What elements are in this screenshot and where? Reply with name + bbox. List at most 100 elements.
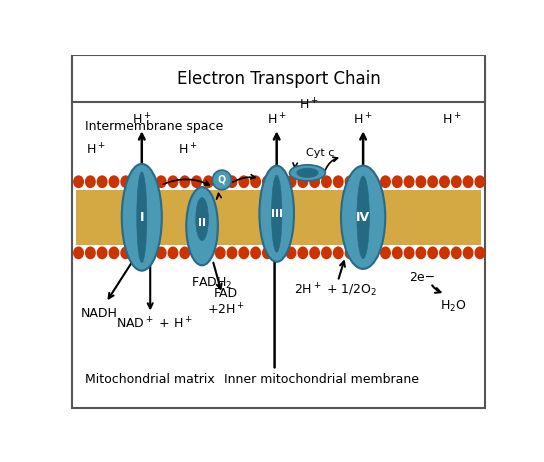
Text: III: III — [271, 209, 283, 219]
Ellipse shape — [180, 175, 190, 188]
Ellipse shape — [356, 246, 367, 259]
Text: NADH: NADH — [81, 307, 118, 320]
Text: II: II — [198, 218, 206, 228]
Ellipse shape — [439, 246, 450, 259]
Ellipse shape — [120, 246, 131, 259]
Ellipse shape — [427, 246, 438, 259]
Text: H$^+$: H$^+$ — [178, 142, 198, 158]
Text: H$^+$: H$^+$ — [442, 112, 461, 127]
Ellipse shape — [156, 175, 166, 188]
Ellipse shape — [404, 175, 415, 188]
Text: IV: IV — [356, 211, 370, 224]
Ellipse shape — [168, 175, 178, 188]
Ellipse shape — [215, 175, 226, 188]
Ellipse shape — [250, 175, 261, 188]
Ellipse shape — [462, 175, 474, 188]
Ellipse shape — [392, 175, 403, 188]
Ellipse shape — [416, 246, 426, 259]
Text: Mitochondrial matrix: Mitochondrial matrix — [85, 373, 215, 386]
Ellipse shape — [333, 246, 344, 259]
Ellipse shape — [122, 164, 162, 271]
Ellipse shape — [321, 246, 332, 259]
Text: Cyt c: Cyt c — [306, 148, 335, 158]
Ellipse shape — [462, 246, 474, 259]
Ellipse shape — [344, 175, 356, 188]
Ellipse shape — [262, 175, 273, 188]
Ellipse shape — [416, 175, 426, 188]
Ellipse shape — [309, 175, 320, 188]
Ellipse shape — [226, 246, 238, 259]
Text: Inner mitochondrial membrane: Inner mitochondrial membrane — [224, 373, 419, 386]
Ellipse shape — [474, 246, 485, 259]
Text: Electron Transport Chain: Electron Transport Chain — [177, 70, 381, 88]
Ellipse shape — [274, 246, 285, 259]
Ellipse shape — [156, 246, 166, 259]
Ellipse shape — [439, 175, 450, 188]
Ellipse shape — [451, 246, 462, 259]
Ellipse shape — [144, 246, 155, 259]
Text: 2H$^+$ + 1/2O$_2$: 2H$^+$ + 1/2O$_2$ — [294, 281, 378, 299]
FancyBboxPatch shape — [72, 55, 485, 102]
Ellipse shape — [180, 246, 190, 259]
Ellipse shape — [368, 246, 379, 259]
Ellipse shape — [298, 175, 308, 188]
Ellipse shape — [289, 165, 325, 181]
Text: FAD
+2H$^+$: FAD +2H$^+$ — [207, 287, 245, 318]
Text: H$_2$O: H$_2$O — [441, 299, 467, 314]
Ellipse shape — [357, 176, 369, 259]
Ellipse shape — [309, 246, 320, 259]
Text: H$^+$: H$^+$ — [132, 112, 152, 127]
Ellipse shape — [108, 246, 120, 259]
Ellipse shape — [85, 175, 96, 188]
Ellipse shape — [85, 246, 96, 259]
Ellipse shape — [168, 246, 178, 259]
Ellipse shape — [286, 175, 296, 188]
Ellipse shape — [137, 172, 147, 263]
Ellipse shape — [203, 175, 214, 188]
Ellipse shape — [321, 175, 332, 188]
Ellipse shape — [356, 175, 367, 188]
Ellipse shape — [215, 246, 226, 259]
Text: Intermembrane space: Intermembrane space — [85, 120, 223, 133]
Text: H$^+$: H$^+$ — [299, 97, 318, 113]
Ellipse shape — [341, 166, 385, 269]
Ellipse shape — [196, 198, 208, 241]
Ellipse shape — [271, 175, 282, 252]
Ellipse shape — [226, 175, 238, 188]
Text: H$^+$: H$^+$ — [267, 112, 287, 127]
Ellipse shape — [203, 246, 214, 259]
Text: FADH$_2$: FADH$_2$ — [191, 275, 233, 291]
FancyBboxPatch shape — [72, 59, 485, 407]
Ellipse shape — [274, 175, 285, 188]
Text: NAD$^+$ + H$^+$: NAD$^+$ + H$^+$ — [116, 316, 193, 332]
Ellipse shape — [451, 175, 462, 188]
Ellipse shape — [212, 170, 231, 190]
Ellipse shape — [380, 246, 391, 259]
Text: 2e−: 2e− — [409, 271, 435, 284]
Ellipse shape — [392, 246, 403, 259]
Ellipse shape — [298, 246, 308, 259]
Ellipse shape — [474, 175, 485, 188]
Ellipse shape — [427, 175, 438, 188]
Ellipse shape — [259, 166, 294, 262]
Ellipse shape — [250, 246, 261, 259]
Ellipse shape — [238, 246, 249, 259]
Ellipse shape — [286, 246, 296, 259]
Text: H$^+$: H$^+$ — [353, 112, 373, 127]
Bar — [76, 189, 481, 245]
Ellipse shape — [368, 175, 379, 188]
Ellipse shape — [238, 175, 249, 188]
Ellipse shape — [191, 246, 202, 259]
Text: I: I — [139, 211, 144, 224]
Ellipse shape — [73, 246, 84, 259]
Ellipse shape — [344, 246, 356, 259]
Ellipse shape — [333, 175, 344, 188]
Ellipse shape — [404, 246, 415, 259]
Ellipse shape — [186, 187, 218, 265]
Ellipse shape — [73, 175, 84, 188]
Ellipse shape — [120, 175, 131, 188]
Ellipse shape — [191, 175, 202, 188]
Ellipse shape — [132, 175, 143, 188]
Ellipse shape — [132, 246, 143, 259]
Ellipse shape — [262, 246, 273, 259]
